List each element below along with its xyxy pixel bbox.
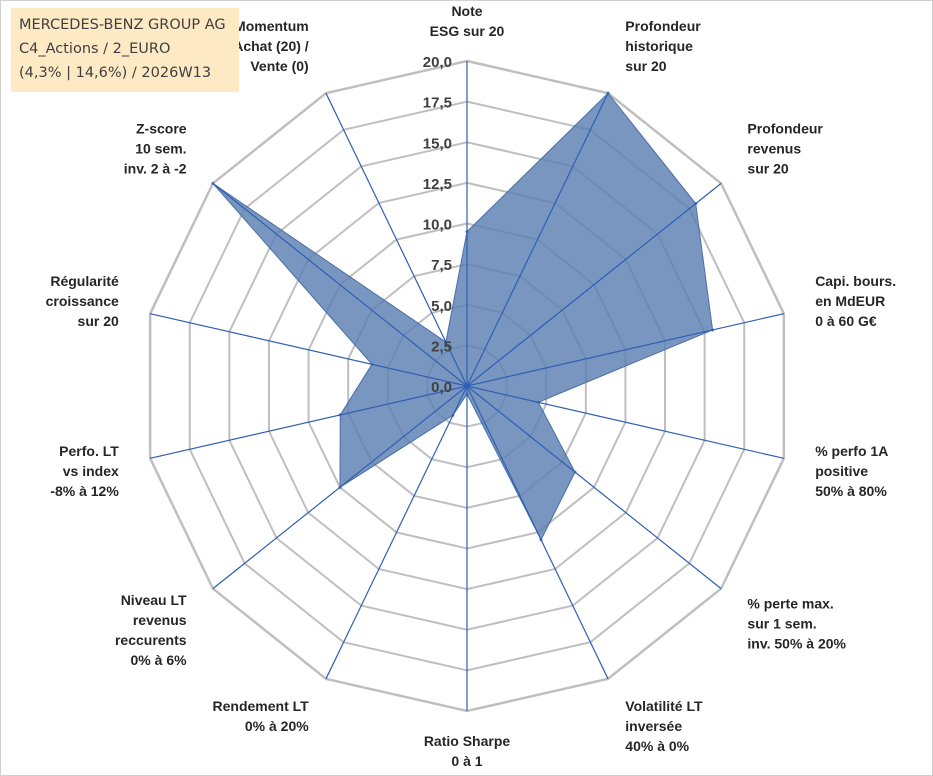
spoke-13 (325, 92, 468, 387)
axis-label-line: sur 20 (747, 160, 788, 176)
axis-label-11: Régularité croissance sur 20 (46, 273, 119, 329)
axis-label-line: 40% à 0% (625, 738, 689, 754)
axis-label-line: Ratio Sharpe (424, 733, 511, 749)
axis-label-line: sur 1 sem. (747, 616, 816, 632)
axis-label-6: Volatilité LT inversée 40% à 0% (625, 698, 703, 754)
axis-label-12: Z-score 10 sem. inv. 2 à -2 (124, 120, 187, 176)
spoke-1 (466, 92, 609, 387)
axis-label-line: croissance (46, 293, 119, 309)
axis-label-line: Niveau LT (121, 592, 187, 608)
spoke-10 (150, 385, 468, 459)
axis-label-line: positive (815, 463, 868, 479)
tick-label: 5,0 (431, 298, 452, 315)
axis-label-line: revenus (133, 612, 187, 628)
axis-label-line: Note (451, 3, 482, 19)
axis-label-line: 10 sem. (135, 140, 186, 156)
axis-label-line: 0% à 6% (131, 652, 188, 668)
axis-label-line: Momentum (234, 18, 309, 34)
axis-label-line: Achat (20) / (233, 38, 309, 54)
axis-label-line: inversée (625, 718, 682, 734)
spoke-layer (150, 61, 784, 711)
spoke-9 (212, 385, 468, 590)
axis-label-8: Rendement LT 0% à 20% (213, 698, 310, 734)
tick-label-layer: 0,0 2,5 5,0 7,5 10,0 12,5 15,0 17,5 20,0 (423, 54, 452, 396)
axis-label-line: % perte max. (747, 596, 833, 612)
performance-week: (4,3% | 14,6%) / 2026W13 (19, 65, 212, 81)
axis-label-line: ESG sur 20 (430, 23, 505, 39)
axis-label-line: inv. 2 à -2 (124, 160, 187, 176)
series-area (212, 92, 714, 541)
chart-title-box: MERCEDES-BENZ GROUP AG C4_Actions / 2_EU… (11, 8, 239, 92)
axis-label-7: Ratio Sharpe 0 à 1 (424, 733, 511, 769)
series-layer (211, 91, 715, 542)
axis-label-line: 0 à 1 (451, 753, 482, 769)
tick-label: 12,5 (423, 176, 452, 193)
tick-label: 17,5 (423, 95, 452, 112)
axis-label-line: -8% à 12% (50, 483, 119, 499)
spoke-11 (150, 313, 468, 387)
tick-label: 10,0 (423, 217, 452, 234)
spoke-3 (466, 313, 784, 387)
spoke-8 (325, 385, 468, 680)
tick-label: 20,0 (423, 54, 452, 71)
spoke-5 (466, 385, 722, 590)
axis-label-line: 0% à 20% (245, 718, 309, 734)
axis-label-line: vs index (63, 463, 119, 479)
axis-label-line: reccurents (115, 632, 187, 648)
tick-label: 0,0 (431, 379, 452, 396)
axis-label-9: Niveau LT revenus reccurents 0% à 6% (115, 592, 187, 668)
axis-label-10: Perfo. LT vs index -8% à 12% (50, 443, 119, 499)
axis-label-line: revenus (747, 140, 801, 156)
axis-label-line: inv. 50% à 20% (747, 636, 846, 652)
tick-label: 2,5 (431, 338, 452, 355)
axis-label-line: en MdEUR (815, 293, 885, 309)
axis-label-line: sur 20 (78, 313, 119, 329)
axis-label-line: Vente (0) (250, 58, 308, 74)
axis-label-line: 0 à 60 G€ (815, 313, 877, 329)
axis-label-line: Rendement LT (213, 698, 310, 714)
axis-label-line: 50% à 80% (815, 483, 887, 499)
axis-label-line: sur 20 (625, 58, 666, 74)
axis-label-line: Z-score (136, 120, 187, 136)
axis-label-5: % perte max. sur 1 sem. inv. 50% à 20% (747, 596, 846, 652)
axis-label-2: Profondeur revenus sur 20 (747, 120, 823, 176)
company-name: MERCEDES-BENZ GROUP AG (19, 17, 226, 33)
axis-label-layer: Note ESG sur 20 Profondeur historique sur 20… (46, 3, 896, 769)
spoke-4 (466, 385, 784, 459)
axis-label-4: % perfo 1A positive 50% à 80% (815, 443, 888, 499)
axis-label-line: Profondeur (625, 18, 701, 34)
portfolio-category: C4_Actions / 2_EURO (19, 41, 171, 57)
axis-label-line: Régularité (50, 273, 119, 289)
axis-label-line: Profondeur (747, 120, 823, 136)
spoke-6 (466, 385, 609, 680)
axis-label-line: Perfo. LT (59, 443, 119, 459)
axis-label-line: historique (625, 38, 693, 54)
axis-label-line: % perfo 1A (815, 443, 888, 459)
axis-label-line: Capi. bours. (815, 273, 896, 289)
tick-label: 7,5 (431, 257, 452, 274)
tick-label: 15,0 (423, 135, 452, 152)
spoke-12 (212, 182, 468, 387)
axis-label-0: Note ESG sur 20 (430, 3, 505, 39)
axis-label-13: Momentum Achat (20) / Vente (0) (233, 18, 309, 74)
axis-label-line: Volatilité LT (625, 698, 703, 714)
spoke-2 (466, 182, 722, 387)
axis-label-3: Capi. bours. en MdEUR 0 à 60 G€ (815, 273, 896, 329)
axis-label-1: Profondeur historique sur 20 (625, 18, 701, 74)
